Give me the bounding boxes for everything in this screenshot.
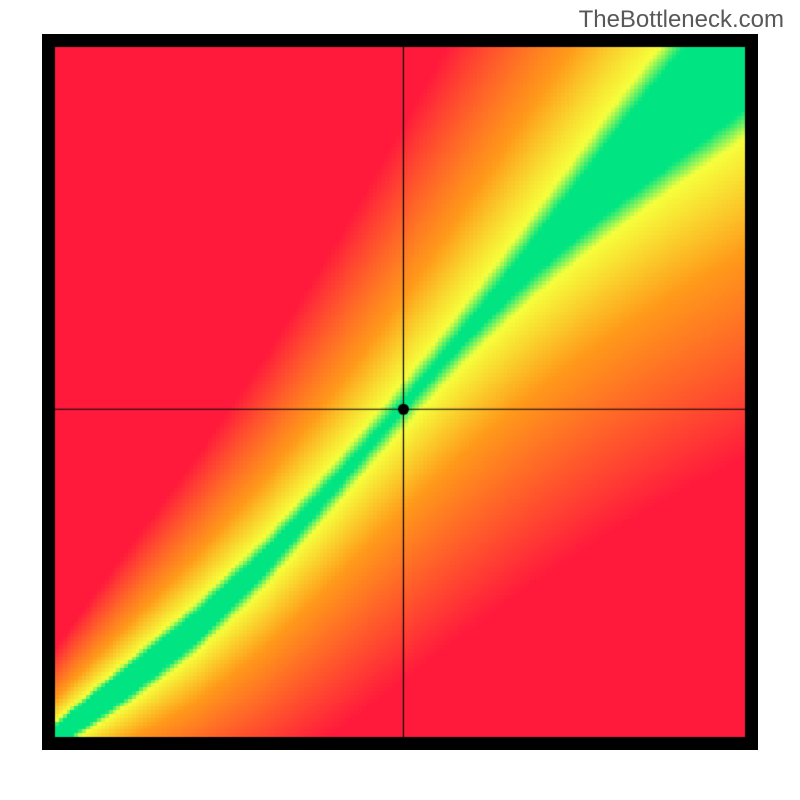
watermark-text: TheBottleneck.com — [579, 6, 784, 34]
heatmap-canvas — [42, 34, 758, 750]
figure-container: TheBottleneck.com — [0, 0, 800, 800]
chart-frame — [42, 34, 758, 750]
